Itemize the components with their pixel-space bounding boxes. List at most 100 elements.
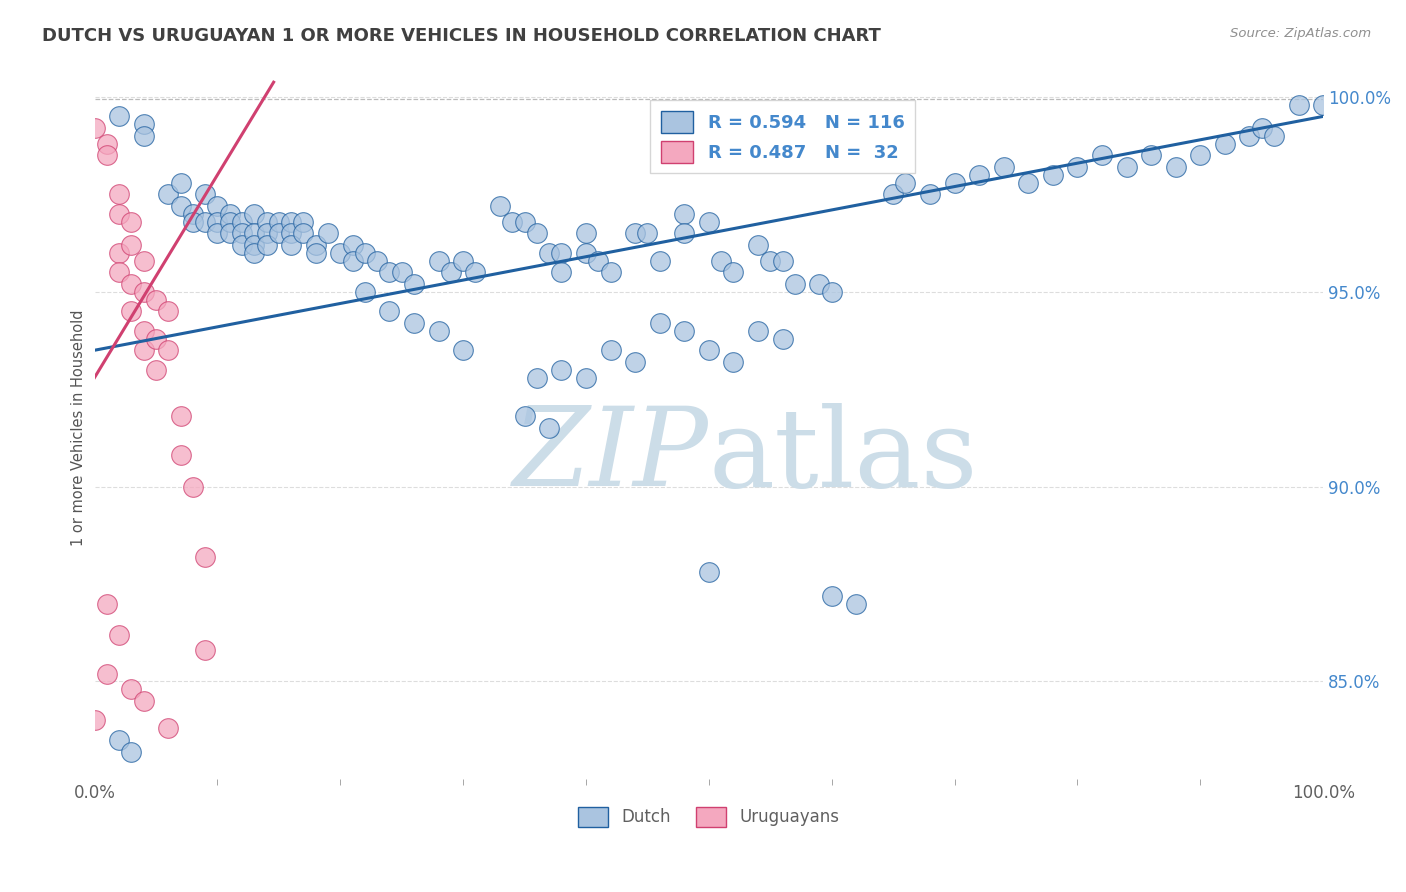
Point: [1239, 128, 1261, 143]
Point: [624, 227, 647, 241]
Point: [1213, 136, 1236, 151]
Point: [305, 238, 328, 252]
Point: [267, 214, 290, 228]
Point: [108, 110, 131, 124]
Point: [145, 293, 167, 307]
Point: [723, 265, 745, 279]
Point: [354, 285, 377, 299]
Point: [132, 694, 155, 708]
Point: [588, 253, 610, 268]
Point: [402, 316, 425, 330]
Point: [636, 227, 658, 241]
Point: [354, 245, 377, 260]
Point: [550, 265, 572, 279]
Point: [550, 245, 572, 260]
Point: [108, 187, 131, 202]
Point: [120, 214, 142, 228]
Point: [673, 227, 696, 241]
Point: [1288, 97, 1310, 112]
Point: [710, 253, 733, 268]
Point: [157, 304, 180, 318]
Point: [108, 245, 131, 260]
Point: [96, 148, 118, 162]
Point: [120, 682, 142, 697]
Point: [427, 324, 450, 338]
Point: [697, 343, 720, 358]
Point: [1091, 148, 1114, 162]
Point: [342, 238, 364, 252]
Point: [845, 597, 868, 611]
Point: [169, 449, 191, 463]
Point: [280, 227, 302, 241]
Point: [451, 343, 474, 358]
Point: [697, 566, 720, 580]
Point: [772, 253, 794, 268]
Point: [96, 666, 118, 681]
Point: [292, 227, 315, 241]
Point: [207, 199, 229, 213]
Point: [243, 238, 266, 252]
Point: [194, 187, 217, 202]
Point: [181, 207, 204, 221]
Point: [120, 304, 142, 318]
Point: [243, 207, 266, 221]
Point: [1066, 160, 1088, 174]
Point: [218, 207, 240, 221]
Point: [231, 214, 253, 228]
Point: [1189, 148, 1212, 162]
Point: [194, 214, 217, 228]
Point: [231, 227, 253, 241]
Point: [1140, 148, 1163, 162]
Point: [207, 227, 229, 241]
Y-axis label: 1 or more Vehicles in Household: 1 or more Vehicles in Household: [72, 310, 86, 547]
Point: [96, 136, 118, 151]
Legend: Dutch, Uruguayans: Dutch, Uruguayans: [572, 800, 846, 834]
Point: [501, 214, 523, 228]
Point: [648, 316, 671, 330]
Point: [673, 324, 696, 338]
Point: [132, 128, 155, 143]
Point: [83, 121, 105, 136]
Point: [366, 253, 388, 268]
Text: Source: ZipAtlas.com: Source: ZipAtlas.com: [1230, 27, 1371, 40]
Point: [821, 285, 844, 299]
Point: [723, 355, 745, 369]
Point: [267, 227, 290, 241]
Point: [882, 187, 904, 202]
Point: [648, 253, 671, 268]
Point: [402, 277, 425, 291]
Point: [575, 227, 598, 241]
Point: [599, 343, 621, 358]
Point: [1263, 128, 1285, 143]
Point: [292, 214, 315, 228]
Point: [918, 187, 941, 202]
Point: [1017, 176, 1039, 190]
Point: [194, 549, 217, 564]
Point: [440, 265, 463, 279]
Point: [538, 421, 561, 435]
Point: [218, 214, 240, 228]
Point: [169, 409, 191, 424]
Point: [218, 227, 240, 241]
Point: [256, 214, 278, 228]
Point: [513, 409, 536, 424]
Point: [783, 277, 806, 291]
Point: [747, 238, 769, 252]
Point: [538, 245, 561, 260]
Point: [181, 480, 204, 494]
Point: [169, 176, 191, 190]
Point: [808, 277, 831, 291]
Point: [993, 160, 1015, 174]
Point: [132, 253, 155, 268]
Point: [894, 176, 917, 190]
Point: [1312, 97, 1334, 112]
Point: [132, 343, 155, 358]
Point: [772, 332, 794, 346]
Point: [132, 285, 155, 299]
Point: [120, 277, 142, 291]
Point: [967, 168, 990, 182]
Point: [451, 253, 474, 268]
Point: [550, 362, 572, 376]
Point: [145, 332, 167, 346]
Point: [280, 238, 302, 252]
